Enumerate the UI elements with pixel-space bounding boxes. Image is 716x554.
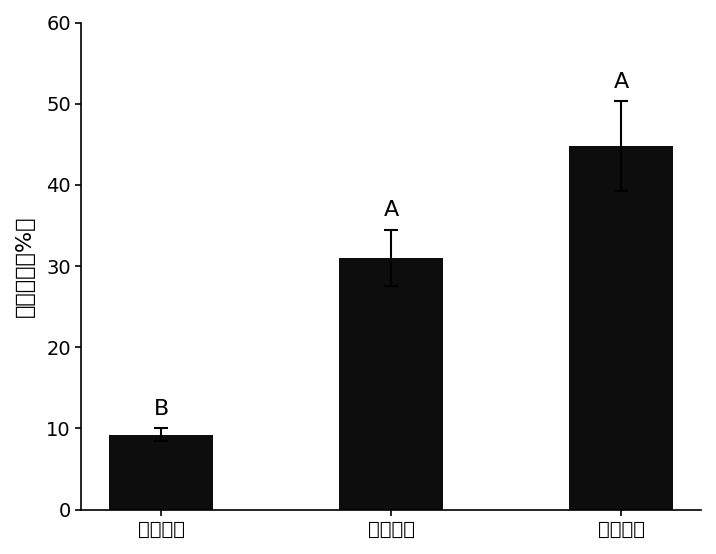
Y-axis label: 防治效果（%）: 防治效果（%） xyxy=(15,216,35,317)
Text: A: A xyxy=(614,71,629,91)
Text: B: B xyxy=(153,399,169,419)
Text: A: A xyxy=(384,200,399,220)
Bar xyxy=(339,258,443,510)
Bar xyxy=(110,435,213,510)
Bar xyxy=(569,146,673,510)
